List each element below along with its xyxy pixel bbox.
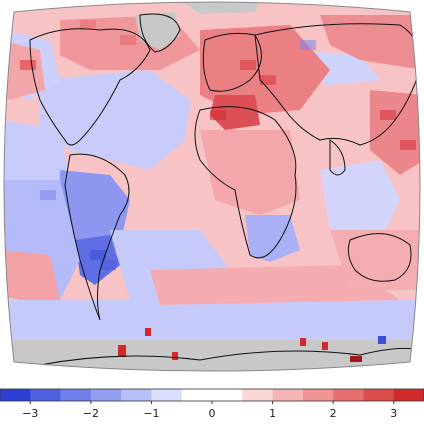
colorbar-tick-label: 1 [269,407,276,420]
grid-cell [20,60,36,70]
grid-cell [240,60,256,70]
colorbar-cell [393,389,424,401]
coastline-asia [254,23,420,146]
coastline-australia [347,233,412,282]
colorbar-cells [0,389,424,401]
grid-cell [80,20,96,30]
colorbar-tick-label: 3 [390,407,397,420]
grid-cell [120,35,136,45]
warm-region-mediterranean [210,95,260,130]
colorbar-cell [363,389,395,401]
cold-region-north-atlantic [40,70,190,170]
colorbar-tick-label: −2 [83,407,99,420]
station-cell [350,356,362,362]
colorbar-cell [242,389,274,401]
cold-region-southern-ocean [4,300,420,340]
station-cell [172,352,178,360]
warm-region-africa [200,130,300,215]
colorbar-cell [151,389,183,401]
warm-region-australia [330,230,420,290]
colorbar-cell [302,389,334,401]
colorbar-cell [90,389,122,401]
greenland-missing-data [135,12,180,50]
grid-cell [100,260,116,270]
coastline-india [329,139,346,176]
warm-region-south-indian-ocean [150,265,400,305]
grid-cell [300,40,316,50]
warm-region-europe [200,25,330,115]
colorbar-ticks: −3 −2 −1 0 1 2 3 [22,401,397,420]
antarctica-stations [118,328,386,362]
cold-region-indian-ocean [320,160,400,240]
colorbar: −3 −2 −1 0 1 2 3 [0,388,424,420]
coastline-antarctica [39,347,420,366]
coastline-africa [194,106,297,259]
colorbar-tick-label: −1 [143,407,159,420]
gridded-cells [20,20,416,270]
station-cell [145,328,151,336]
colorbar-tick-label: 0 [209,407,216,420]
coastline-south-america [64,153,130,321]
coastline-europe [202,32,262,92]
colorbar-tick-label: −3 [22,407,38,420]
grid-cell [40,190,56,200]
colorbar-cell [30,389,62,401]
colorbar-cell [272,389,304,401]
colorbar-cell [333,389,364,401]
warm-region-arctic-asia [320,15,420,70]
globe-outline [3,1,421,372]
map-panel [4,2,420,371]
cold-anomaly-regions [4,30,420,340]
grid-cell [260,75,276,85]
station-cell [322,342,328,350]
coastlines [29,13,420,366]
coastline-north-america [29,28,151,146]
grid-cell [400,140,416,150]
station-cell [118,345,126,357]
grid-cell [90,250,106,260]
colorbar-cell [181,389,213,401]
station-cell [300,338,306,346]
colorbar-cell [60,389,92,401]
coastline-greenland [139,13,181,53]
colorbar-tick-label: 2 [330,407,337,420]
warm-region-south-pacific [4,250,60,300]
grid-cell [380,110,396,120]
arctic-missing-data [180,2,260,14]
grid-cell [210,110,226,120]
colorbar-cell [0,389,31,401]
colorbar-cell [212,389,243,401]
station-cell [378,336,386,344]
colorbar-cell [121,389,152,401]
